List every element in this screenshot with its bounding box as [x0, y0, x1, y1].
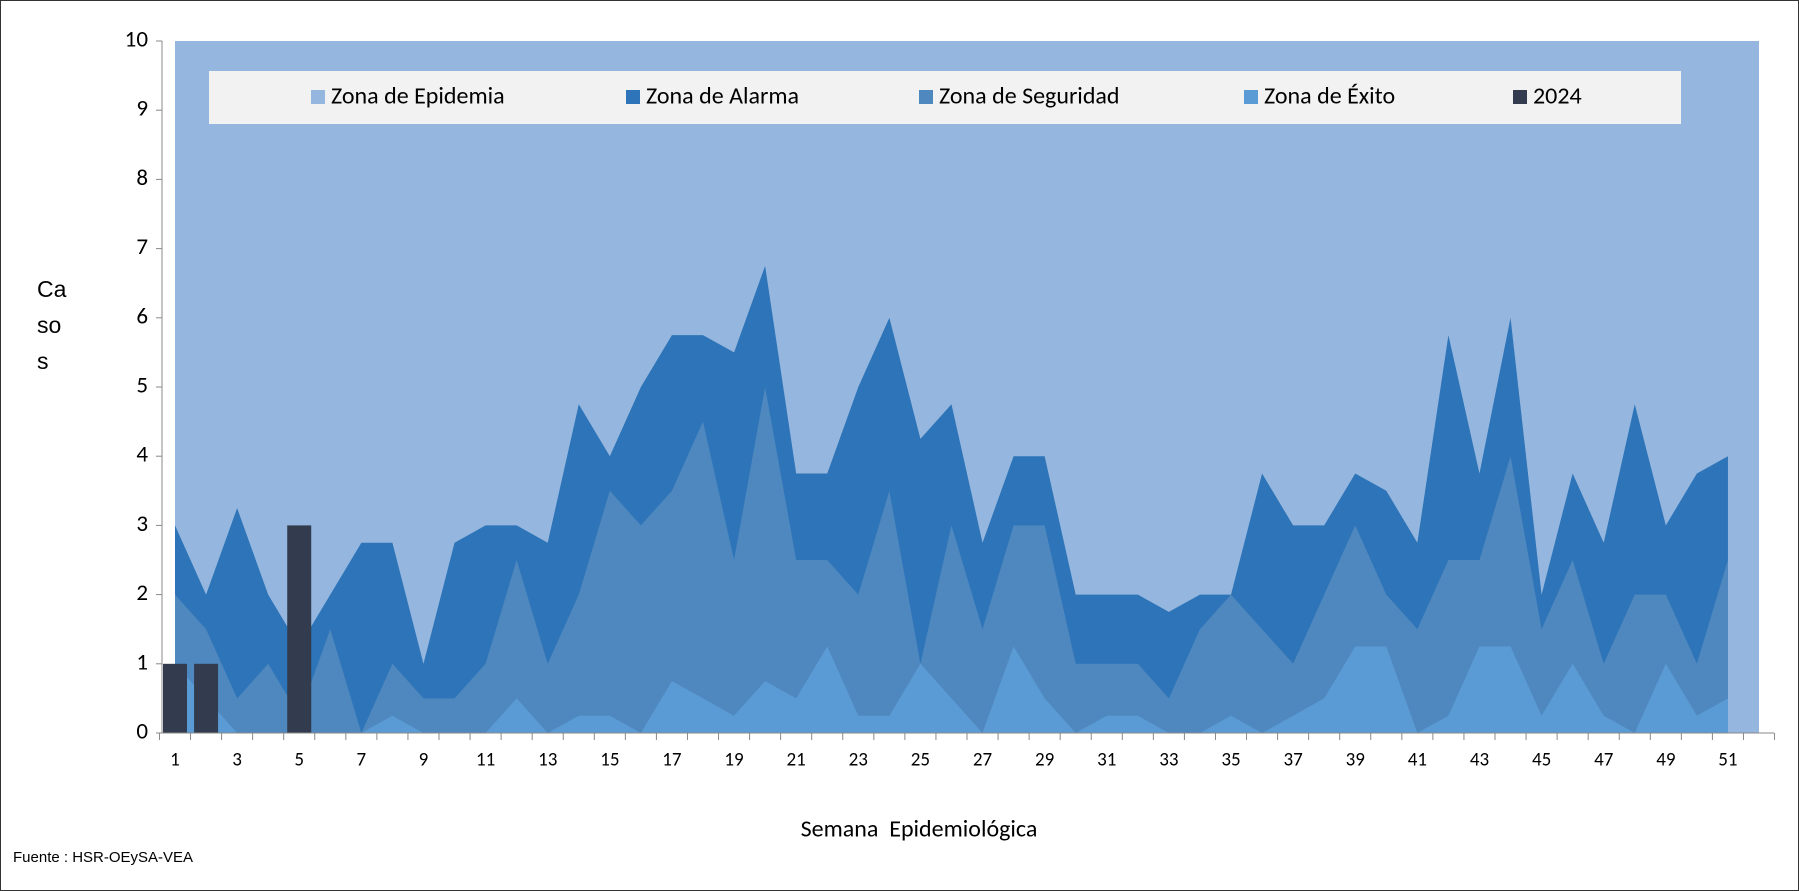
bar: [163, 663, 187, 733]
x-tick-label: 37: [1283, 749, 1303, 772]
y-tick-label: 10: [125, 25, 149, 53]
legend-swatch: [919, 90, 933, 104]
x-tick-label: 27: [973, 749, 993, 772]
legend-label: Zona de Alarma: [646, 82, 799, 111]
x-tick-label: 21: [787, 749, 806, 772]
x-tick-label: 29: [1035, 749, 1054, 772]
y-tick-label: 7: [136, 233, 148, 261]
x-tick-label: 19: [724, 749, 743, 772]
y-tick-label: 6: [136, 302, 148, 330]
x-tick-label: 49: [1656, 749, 1675, 772]
source-note: Fuente : HSR-OEySA-VEA: [13, 849, 194, 866]
y-tick-label: 8: [136, 164, 148, 192]
legend-swatch: [626, 90, 640, 104]
x-tick-label: 11: [476, 749, 495, 772]
legend-swatch: [1513, 90, 1527, 104]
y-tick-label: 5: [136, 371, 148, 399]
legend-swatch: [311, 90, 325, 104]
x-tick-label: 23: [849, 749, 868, 772]
area: [175, 387, 1728, 733]
x-axis-label: Semana Epidemiológica: [801, 815, 1038, 844]
legend-label: Zona de Epidemia: [331, 82, 505, 111]
x-tick-label: 33: [1159, 749, 1178, 772]
x-tick-label: 39: [1346, 749, 1365, 772]
x-tick-label: 31: [1097, 749, 1116, 772]
legend-box: [209, 71, 1681, 124]
x-tick-label: 45: [1532, 749, 1551, 772]
area: [175, 646, 1728, 733]
x-tick-label: 43: [1470, 749, 1489, 772]
legend-label: Zona de Éxito: [1264, 82, 1395, 111]
y-axis-label: Casos: [37, 276, 67, 374]
x-tick-label: 13: [538, 749, 557, 772]
bar: [287, 525, 312, 733]
x-tick-label: 35: [1221, 749, 1240, 772]
x-tick-label: 7: [357, 749, 367, 772]
x-tick-label: 51: [1718, 749, 1737, 772]
bar: [194, 663, 219, 733]
x-tick-label: 17: [662, 749, 682, 772]
y-tick-label: 4: [136, 441, 148, 469]
x-tick-label: 41: [1408, 749, 1427, 772]
y-tick-label: 2: [136, 579, 148, 607]
legend-label: 2024: [1533, 82, 1582, 111]
x-tick-label: 5: [294, 749, 304, 772]
legend-label: Zona de Seguridad: [939, 82, 1120, 111]
x-tick-label: 15: [600, 749, 619, 772]
x-tick-label: 47: [1594, 749, 1614, 772]
y-tick-label: 0: [136, 717, 148, 745]
y-tick-label: 3: [136, 510, 148, 538]
y-tick-label: 1: [136, 648, 148, 676]
x-tick-label: 1: [170, 749, 180, 772]
x-tick-label: 9: [419, 749, 429, 772]
legend-swatch: [1244, 90, 1258, 104]
x-tick-label: 25: [911, 749, 930, 772]
y-tick-label: 9: [136, 95, 148, 123]
x-tick-label: 3: [232, 749, 242, 772]
